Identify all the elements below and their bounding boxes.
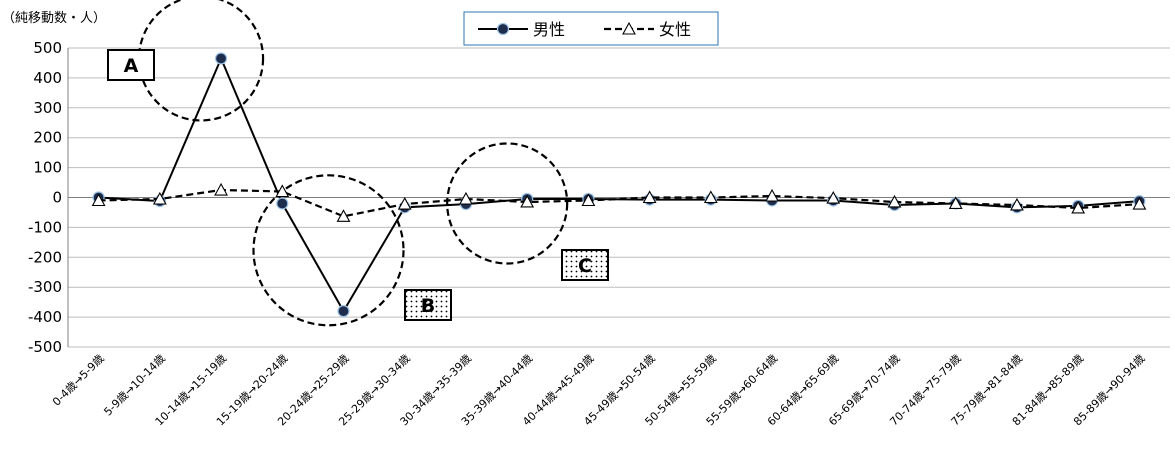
data-point — [581, 193, 596, 207]
series-line — [98, 55, 1140, 314]
legend-marker — [496, 22, 510, 36]
data-point — [1132, 196, 1147, 210]
data-point — [1071, 200, 1086, 214]
annotation-box-a: A — [107, 49, 155, 81]
legend-item-male: 男性 — [478, 20, 565, 39]
data-point — [765, 188, 779, 202]
legend-label: 女性 — [659, 20, 691, 39]
data-point — [152, 191, 167, 205]
y-tick-label: 300 — [33, 99, 62, 117]
annotation-box-b: B — [404, 289, 452, 321]
data-point — [91, 193, 106, 207]
data-point — [642, 190, 657, 204]
data-point — [520, 194, 535, 208]
x-tick-label: 0-4歳→5-9歳 — [50, 352, 107, 409]
y-tick-label: 500 — [33, 39, 62, 57]
legend-marker — [622, 21, 636, 35]
y-tick-label: 400 — [33, 69, 62, 87]
data-point — [336, 209, 351, 222]
annotation-box-frame — [107, 49, 155, 81]
annotation-box-frame — [404, 289, 452, 321]
annotation-boxes: A B C — [107, 49, 609, 321]
grid — [68, 47, 1170, 348]
y-tick-label: 0 — [52, 189, 62, 207]
series-female — [91, 182, 1147, 222]
y-tick-label: -500 — [28, 338, 62, 356]
y-tick-label: -300 — [28, 278, 62, 296]
data-point — [276, 197, 289, 210]
data-point — [826, 190, 841, 204]
x-tick-labels: 0-4歳→5-9歳5-9歳→10-14歳10-14歳→15-19歳15-19歳→… — [50, 352, 1147, 428]
data-point — [948, 196, 963, 210]
data-point — [214, 182, 228, 196]
data-point — [214, 52, 228, 65]
highlight-circle — [137, 0, 265, 122]
y-tick-labels: 500 400 300 200 100 0 -100 -200 -300 -400 -500 — [28, 39, 62, 356]
highlight-circle — [446, 142, 569, 265]
series-line — [98, 188, 1140, 218]
y-axis-label: （純移動数・人） — [2, 11, 106, 26]
highlight-circle — [252, 174, 405, 327]
data-point — [337, 305, 350, 318]
y-tick-label: -400 — [28, 308, 62, 326]
data-point — [1010, 197, 1024, 211]
legend: 男性 女性 — [463, 11, 719, 46]
data-point — [887, 194, 902, 208]
annotation-label: B — [421, 295, 435, 317]
y-tick-label: 200 — [33, 129, 62, 147]
highlight-circles — [137, 0, 569, 327]
y-tick-label: 100 — [33, 159, 62, 177]
y-tick-label: -100 — [28, 218, 62, 236]
series-layer — [91, 52, 1147, 318]
annotation-label: A — [124, 55, 139, 77]
data-point — [459, 191, 473, 205]
legend-label: 男性 — [533, 20, 565, 39]
x-tick-label: 5-9歳→10-14歳 — [101, 352, 168, 419]
axes — [67, 48, 1170, 347]
data-point — [397, 196, 412, 210]
data-point — [275, 184, 290, 198]
annotation-box-c: C — [561, 249, 609, 281]
data-point — [703, 190, 718, 204]
legend-item-female: 女性 — [604, 20, 691, 39]
series-male — [92, 52, 1146, 318]
annotation-box-frame — [561, 249, 609, 281]
y-tick-label: -200 — [28, 248, 62, 266]
annotation-label: C — [578, 255, 592, 277]
